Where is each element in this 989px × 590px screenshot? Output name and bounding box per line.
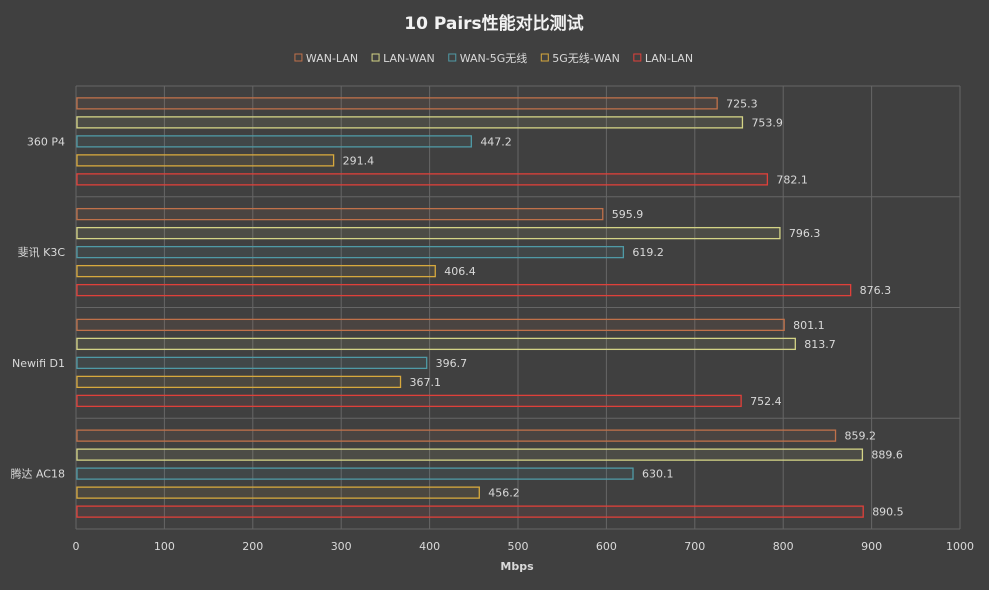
- x-tick-label: 400: [419, 540, 440, 553]
- data-label: 752.4: [750, 395, 782, 408]
- data-label: 725.3: [726, 97, 758, 110]
- category-label: 360 P4: [27, 135, 65, 148]
- bar: [76, 429, 837, 442]
- data-label: 782.1: [776, 173, 808, 186]
- x-tick-label: 100: [154, 540, 175, 553]
- x-tick-label: 800: [773, 540, 794, 553]
- x-tick-label: 600: [596, 540, 617, 553]
- bar: [76, 97, 718, 110]
- x-tick-label: 700: [684, 540, 705, 553]
- legend-swatch: [448, 53, 457, 62]
- legend: WAN-LAN LAN-WAN WAN-5G无线 5G无线-WAN LAN-LAN: [294, 51, 693, 65]
- x-tick-label: 300: [331, 540, 352, 553]
- legend-label: WAN-5G无线: [460, 51, 528, 65]
- data-label: 619.2: [632, 246, 664, 259]
- legend-item: LAN-WAN: [371, 52, 435, 65]
- data-label: 859.2: [845, 430, 877, 443]
- x-tick-label: 0: [73, 540, 80, 553]
- bar: [76, 375, 402, 389]
- x-tick-label: 1000: [946, 540, 974, 553]
- data-label: 396.7: [436, 357, 468, 370]
- bar: [76, 245, 625, 259]
- data-label: 796.3: [789, 227, 821, 240]
- data-label: 447.2: [480, 135, 512, 148]
- bar: [76, 394, 742, 408]
- bar: [76, 448, 864, 461]
- legend-item: LAN-LAN: [633, 52, 693, 65]
- legend-swatch: [540, 53, 549, 62]
- data-label: 291.4: [343, 154, 375, 167]
- chart-title: 10 Pairs性能对比测试: [404, 13, 583, 34]
- data-label: 813.7: [804, 338, 836, 351]
- data-label: 801.1: [793, 319, 825, 332]
- bar: [76, 116, 744, 129]
- bar: [76, 337, 796, 351]
- legend-item: 5G无线-WAN: [540, 51, 620, 65]
- bar: [76, 505, 864, 518]
- data-label: 630.1: [642, 468, 674, 481]
- data-label: 595.9: [612, 208, 644, 221]
- bar: [76, 154, 335, 167]
- bar: [76, 264, 436, 278]
- legend-item: WAN-5G无线: [448, 51, 528, 65]
- bar: [76, 467, 634, 480]
- bar: [76, 173, 769, 186]
- bar: [76, 207, 604, 221]
- category-label: 斐讯 K3C: [18, 246, 66, 259]
- legend-item: WAN-LAN: [294, 52, 358, 65]
- x-tick-label: 500: [508, 540, 529, 553]
- legend-swatch: [294, 53, 303, 62]
- data-label: 753.9: [751, 116, 783, 129]
- legend-label: 5G无线-WAN: [552, 51, 620, 65]
- x-tick-label: 200: [242, 540, 263, 553]
- plot-area: 0 100 200 300 400 500 600 700 800 900 1000 360 P4 72…: [10, 85, 974, 553]
- x-tick-label: 900: [861, 540, 882, 553]
- bar: [76, 486, 480, 499]
- data-label: 406.4: [444, 265, 476, 278]
- legend-label: WAN-LAN: [306, 52, 358, 65]
- bar: [76, 135, 472, 148]
- x-axis-label: Mbps: [500, 560, 534, 573]
- legend-swatch: [371, 53, 380, 62]
- category-label: Newifi D1: [12, 357, 65, 370]
- bar: [76, 283, 852, 297]
- bar: [76, 226, 781, 240]
- legend-label: LAN-LAN: [645, 52, 693, 65]
- data-label: 456.2: [488, 487, 519, 500]
- data-label: 876.3: [860, 284, 892, 297]
- data-label: 890.5: [872, 506, 904, 519]
- category-label: 腾达 AC18: [10, 467, 65, 481]
- legend-swatch: [633, 53, 642, 62]
- data-label: 889.6: [871, 449, 903, 462]
- legend-label: LAN-WAN: [383, 52, 435, 65]
- bar: [76, 318, 785, 332]
- data-label: 367.1: [410, 376, 442, 389]
- bar: [76, 356, 428, 370]
